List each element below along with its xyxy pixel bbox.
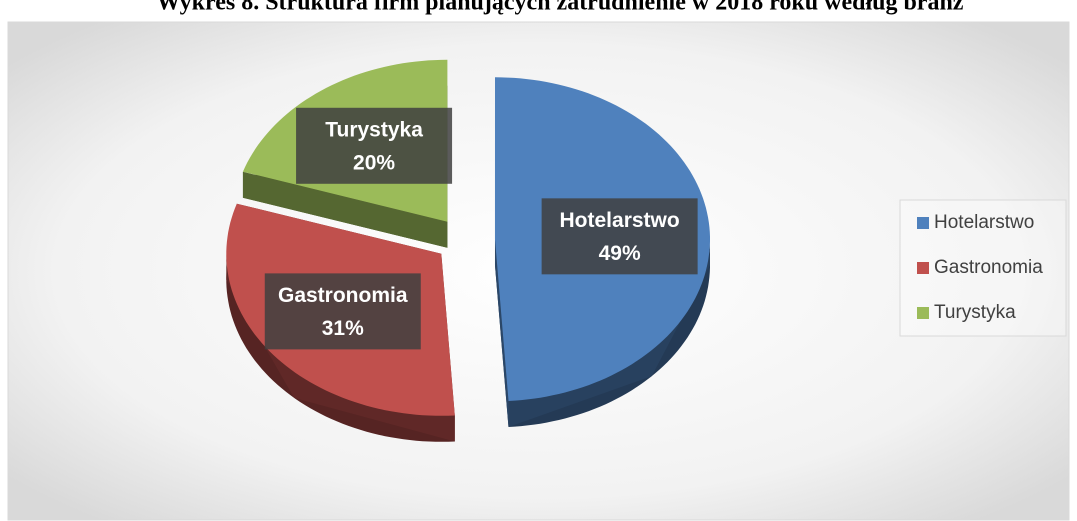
legend-swatch xyxy=(917,262,929,274)
slice-wall xyxy=(494,239,509,427)
data-label-category: Turystyka xyxy=(325,118,423,141)
legend-swatch xyxy=(917,217,929,229)
data-label-box xyxy=(296,107,453,184)
legend-label: Hotelarstwo xyxy=(934,212,1034,233)
data-label-value: 20% xyxy=(353,151,395,174)
data-label-box xyxy=(264,273,421,350)
pie: Hotelarstwo 49% Gastronomia 31% Turystyka 20% xyxy=(226,59,710,442)
legend-label: Gastronomia xyxy=(934,257,1043,278)
data-label-value: 49% xyxy=(599,242,641,265)
data-label-box xyxy=(541,198,698,275)
slice-side xyxy=(226,253,455,442)
legend-label: Turystyka xyxy=(934,302,1016,323)
legend-swatch xyxy=(917,307,929,319)
chart-title: Wykres 8. Struktura firm planujących zat… xyxy=(157,0,964,16)
data-label-category: Hotelarstwo xyxy=(560,209,680,232)
slice-wall xyxy=(242,171,448,248)
data-label-value: 31% xyxy=(322,317,364,340)
data-label-category: Gastronomia xyxy=(278,284,408,307)
slice-side xyxy=(508,239,710,427)
